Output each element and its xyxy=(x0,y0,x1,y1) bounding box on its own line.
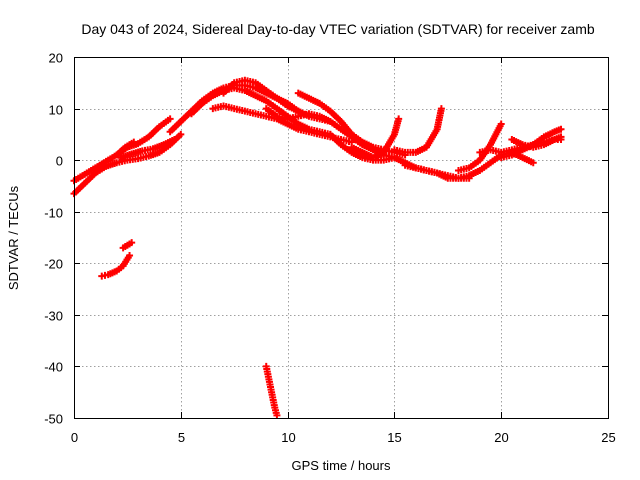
y-tick-label: 0 xyxy=(56,154,63,169)
x-tick-label: 20 xyxy=(494,430,508,445)
data-point xyxy=(128,239,136,247)
data-point xyxy=(166,115,174,123)
y-axis-label: SDTVAR / TECUs xyxy=(6,185,21,290)
axis-ticks: 0 5 10 15 20 25 -50 -40 -30 -20 -10 0 10 20 xyxy=(44,51,616,446)
data-point xyxy=(497,120,505,128)
x-axis-label: GPS time / hours xyxy=(292,458,391,473)
y-tick-label: -30 xyxy=(44,309,63,324)
y-tick-label: 20 xyxy=(49,51,63,66)
series-arc-15 xyxy=(454,120,505,174)
grid xyxy=(74,57,608,418)
y-tick-label: -50 xyxy=(44,412,63,427)
x-tick-label: 0 xyxy=(71,430,78,445)
data-point xyxy=(177,130,185,138)
data-point xyxy=(437,105,445,113)
y-tick-label: -40 xyxy=(44,360,63,375)
x-tick-label: 25 xyxy=(601,430,615,445)
series-arc-1 xyxy=(70,130,185,198)
data-point xyxy=(273,411,281,419)
series-arc-4 xyxy=(117,136,178,162)
x-tick-label: 5 xyxy=(178,430,185,445)
x-tick-label: 10 xyxy=(281,430,295,445)
data-point xyxy=(557,136,565,144)
y-tick-label: -10 xyxy=(44,206,63,221)
chart-title: Day 043 of 2024, Sidereal Day-to-day VTE… xyxy=(81,21,594,37)
y-tick-label: -20 xyxy=(44,257,63,272)
series-arc-3 xyxy=(113,115,174,159)
data-point xyxy=(529,159,537,167)
data-point xyxy=(557,125,565,133)
plot-frame xyxy=(74,57,609,419)
data-point xyxy=(126,252,134,260)
series-arc-12 xyxy=(348,115,403,162)
series-arc-20 xyxy=(119,239,136,252)
y-tick-label: 10 xyxy=(49,103,63,118)
data-point xyxy=(395,115,403,123)
x-tick-label: 15 xyxy=(387,430,401,445)
data-points xyxy=(70,76,565,419)
series-arc-21 xyxy=(262,362,281,419)
series-arc-19 xyxy=(98,252,134,280)
series-arc-13 xyxy=(390,105,445,156)
series-arc-2 xyxy=(70,138,138,185)
data-point xyxy=(170,136,178,144)
series-arc-18 xyxy=(508,136,565,151)
